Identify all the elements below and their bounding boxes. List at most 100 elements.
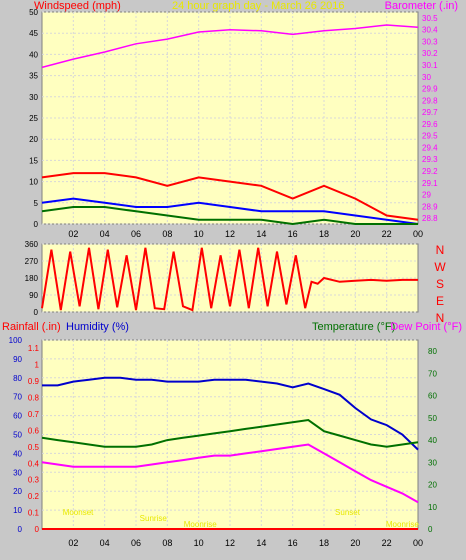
direction-grid [42,243,418,313]
humidity-tick-label: 40 [13,449,22,458]
barometer-tick-label: 30.2 [422,49,438,58]
wind-gust-line [41,172,419,221]
barometer-axis-title: Barometer (.in) [385,0,458,12]
x-tick-label: 10 [194,229,204,239]
x-tick-label: 06 [131,229,141,239]
x-tick-label: 16 [288,538,298,548]
x-tick-label: 08 [162,538,172,548]
x-tick-label: 02 [68,538,78,548]
wind-low-line [41,206,418,226]
humidity-tick-label: 50 [13,431,22,440]
wind-tick-label: 5 [34,199,39,208]
temperature-tick-label: 0 [428,525,433,534]
barometer-tick-label: 29.2 [422,167,438,176]
rainfall-tick-label: 1 [35,361,40,370]
rainfall-tick-label: 0.2 [28,492,40,501]
x-tick-label: 10 [194,538,204,548]
barometer-tick-label: 30.5 [422,14,438,23]
humidity-tick-label: 0 [18,525,23,534]
rainfall-axis-ticks: 1.1 1 0.9 0.8 0.7 0.6 0.5 0.4 0.3 0.2 0.1 0 [28,344,40,534]
humidity-tick-label: 10 [13,506,22,515]
direction-axis-ticks: 360 270 180 90 0 [25,240,39,317]
rainfall-tick-label: 0.1 [28,509,40,518]
temperature-line [41,418,419,448]
humidity-axis-title: Humidity (%) [66,321,129,333]
direction-tick-label: 270 [25,257,39,266]
sun-moon-label: Sunrise [140,514,168,523]
barometer-tick-label: 28.9 [422,202,438,211]
sun-moon-labels: Moonset Sunrise Moonrise Sunset Moonrise [63,508,420,529]
humidity-tick-label: 30 [13,468,22,477]
x-tick-label: 20 [350,538,360,548]
compass-label: E [436,294,444,308]
wind-tick-label: 0 [34,220,39,229]
direction-tick-label: 180 [25,274,39,283]
x-tick-label: 20 [350,229,360,239]
compass-label: W [434,260,446,274]
barometer-tick-label: 30.3 [422,37,438,46]
dew-point-line [41,443,419,504]
humidity-tick-label: 80 [13,374,22,383]
temperature-axis-ticks: 80 70 60 50 40 30 20 10 0 [428,347,437,534]
barometer-tick-label: 29.4 [422,143,438,152]
rainfall-tick-label: 0.7 [28,410,40,419]
sun-moon-label: Sunset [335,508,361,517]
wind-tick-label: 30 [29,93,38,102]
barometer-tick-label: 28.8 [422,214,438,223]
humidity-line [42,376,419,451]
x-tick-label: 22 [382,538,392,548]
barometer-tick-label: 29.5 [422,132,438,141]
humidity-tick-label: 60 [13,412,22,421]
x-tick-label: 12 [225,229,235,239]
direction-tick-label: 0 [34,308,39,317]
wind-average-line [41,197,419,225]
direction-tick-label: 360 [25,240,39,249]
sun-moon-label: Moonset [63,508,94,517]
x-tick-label: 22 [382,229,392,239]
sun-moon-label: Moonrise [386,520,419,529]
rainfall-tick-label: 0.5 [28,443,40,452]
temperature-tick-label: 10 [428,503,437,512]
rainfall-tick-label: 0.3 [28,476,40,485]
temperature-grid [42,339,418,530]
barometer-tick-label: 30.1 [422,61,438,70]
rainfall-tick-label: 0.9 [28,377,40,386]
barometer-tick-label: 29.6 [422,120,438,129]
x-tick-label: 00 [413,229,423,239]
wind-x-ticks: 02 04 06 08 10 12 14 16 18 20 22 00 [68,229,423,239]
temperature-series [41,376,419,530]
barometer-tick-label: 29.9 [422,85,438,94]
x-tick-label: 12 [225,538,235,548]
wind-tick-label: 25 [29,114,38,123]
rainfall-tick-label: 1.1 [28,344,40,353]
wind-tick-label: 15 [29,156,38,165]
wind-tick-label: 45 [29,29,38,38]
barometer-tick-label: 29.7 [422,108,438,117]
compass-label: N [436,243,445,257]
wind-tick-label: 35 [29,72,38,81]
rainfall-tick-label: 0.6 [28,426,40,435]
x-tick-label: 18 [319,229,329,239]
compass-label: N [436,311,445,325]
humidity-tick-label: 20 [13,487,22,496]
x-tick-label: 16 [288,229,298,239]
graph-title: 24 hour graph day - March 26 2016 [172,0,344,12]
temperature-tick-label: 80 [428,347,437,356]
x-tick-label: 04 [100,538,110,548]
x-tick-label: 14 [256,229,266,239]
x-tick-label: 02 [68,229,78,239]
temperature-tick-label: 40 [428,436,437,445]
dew-point-axis-title: Dew Point (°F) [390,321,462,333]
temperature-tick-label: 20 [428,481,437,490]
humidity-tick-label: 100 [9,336,23,345]
x-tick-label: 18 [319,538,329,548]
x-tick-label: 00 [413,538,423,548]
barometer-line [41,24,419,69]
wind-series [41,24,419,226]
wind-tick-label: 20 [29,135,38,144]
barometer-tick-label: 30.4 [422,26,438,35]
